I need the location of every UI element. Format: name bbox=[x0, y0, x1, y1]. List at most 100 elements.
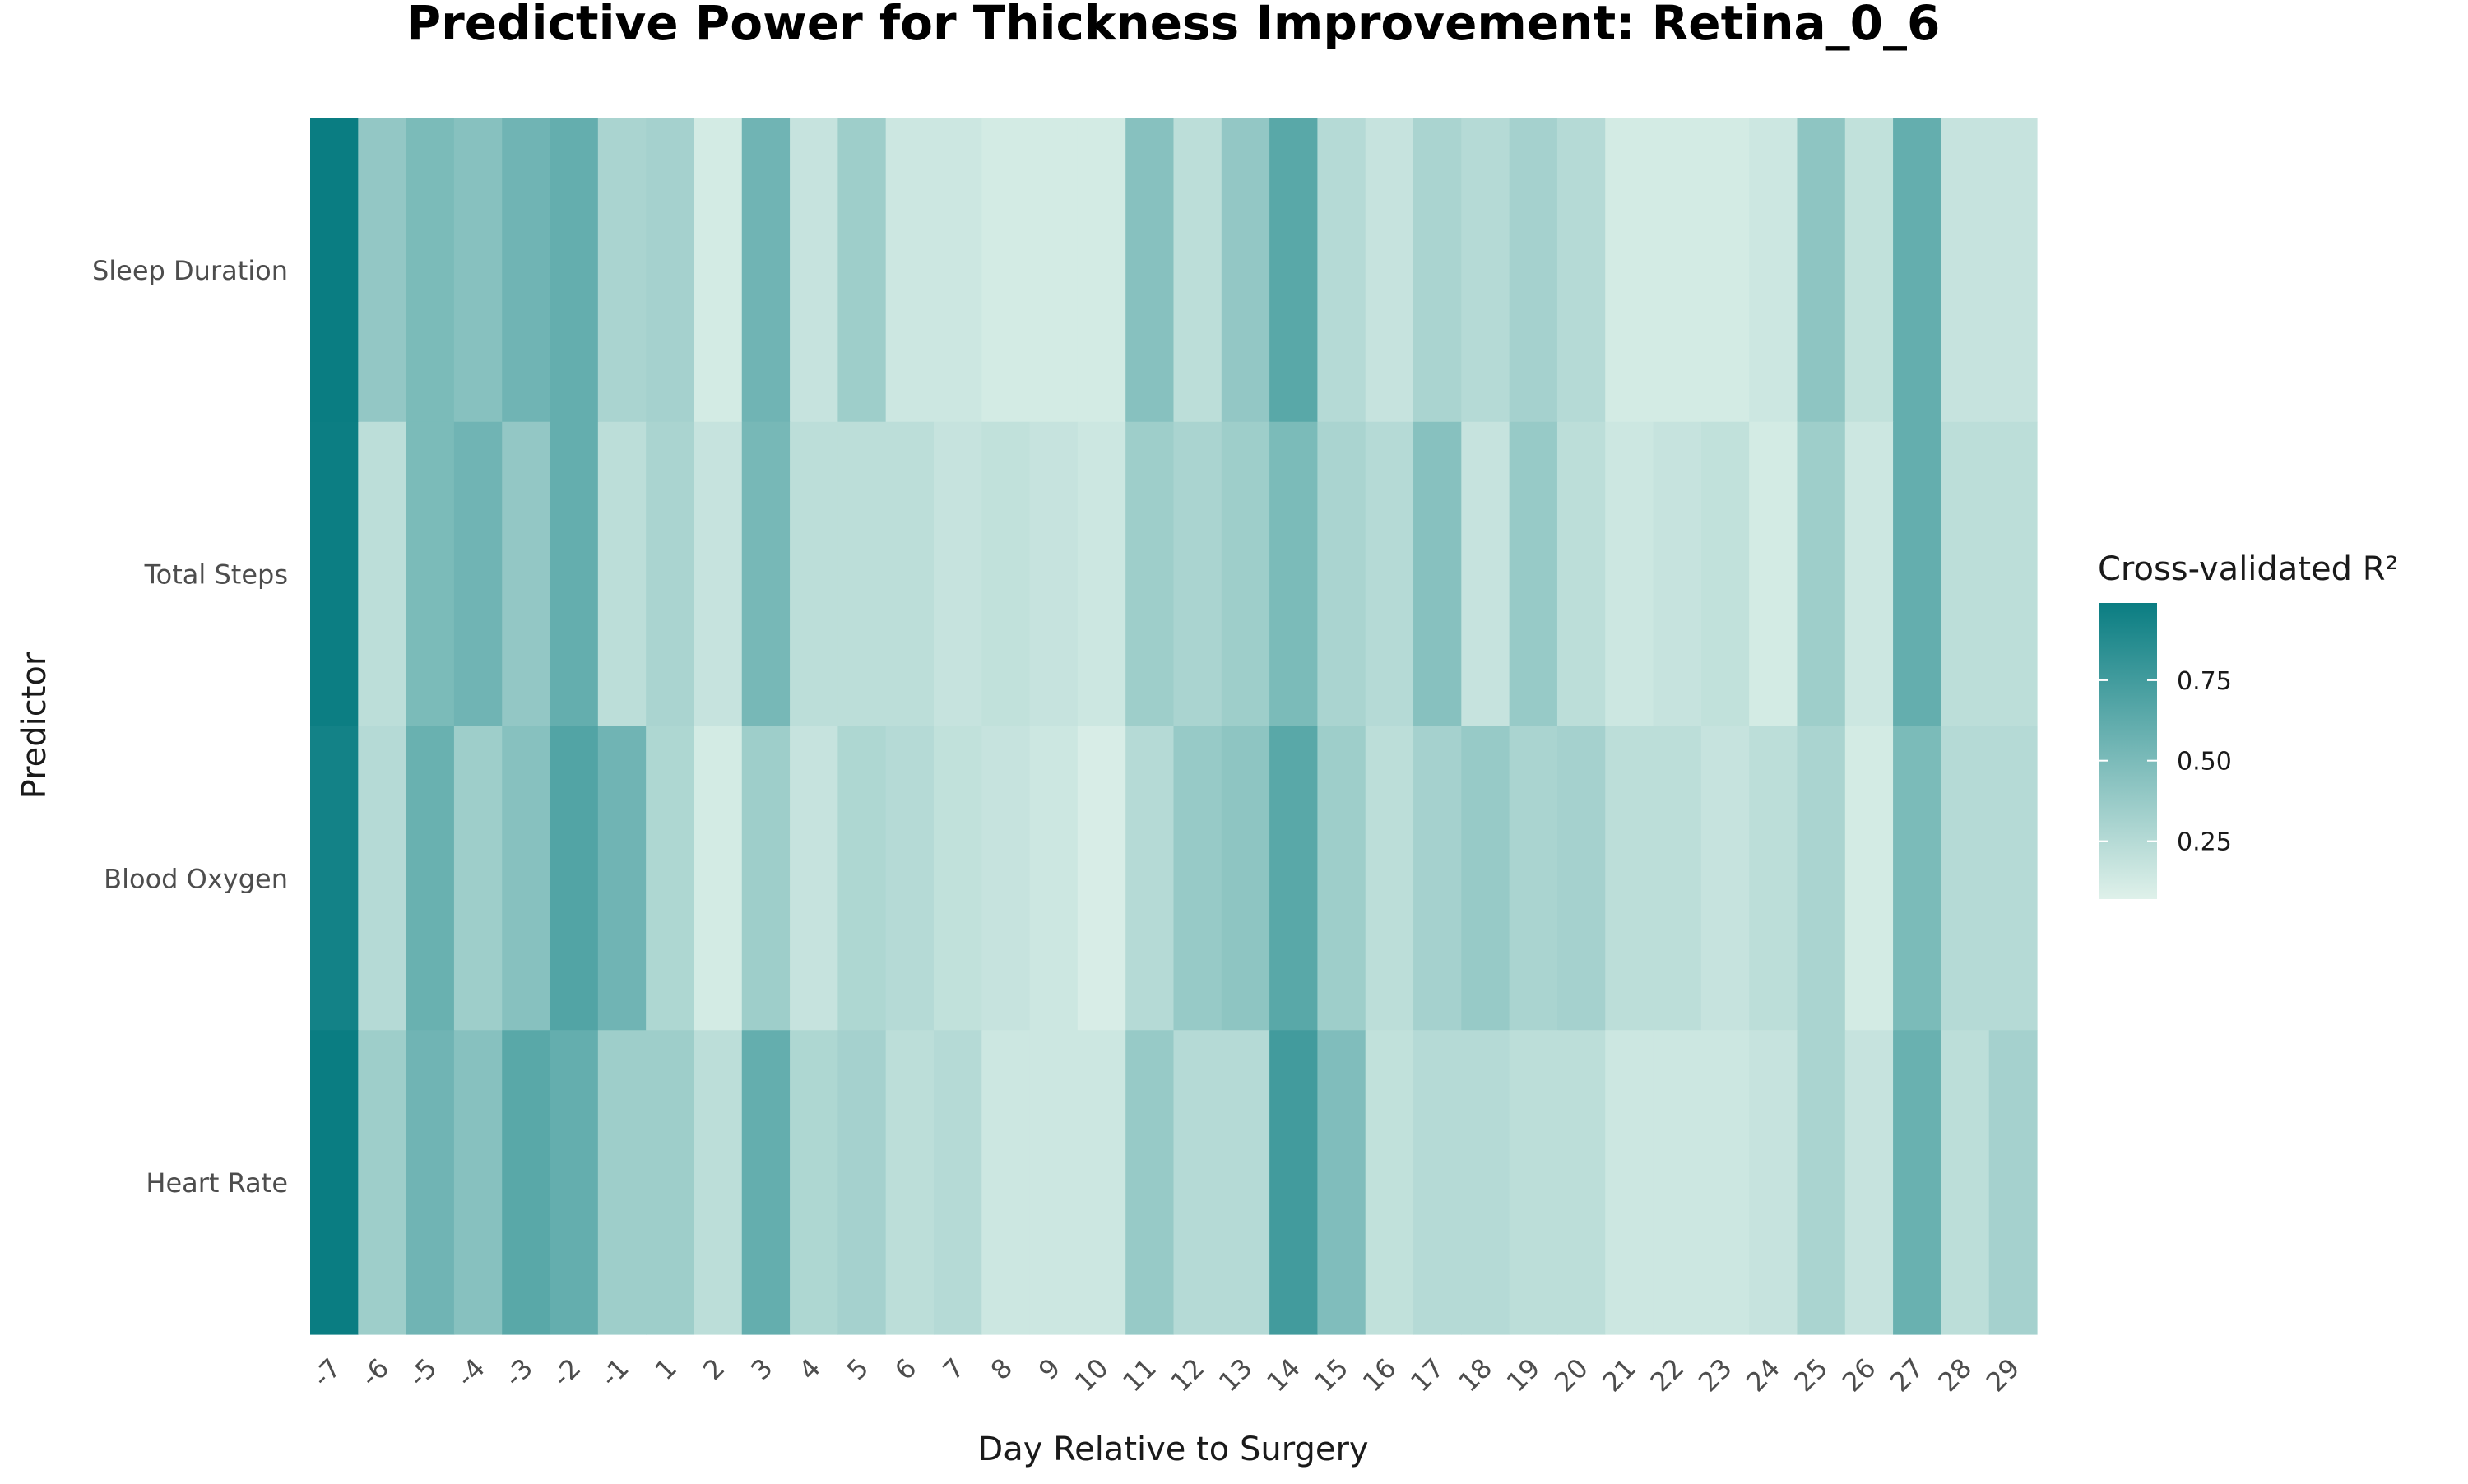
y-tick-label: Total Steps bbox=[144, 559, 288, 591]
heatmap-cell bbox=[550, 726, 599, 1031]
heatmap-cell bbox=[1077, 1030, 1126, 1335]
heatmap-cell bbox=[1797, 118, 1846, 423]
heatmap-cell bbox=[1893, 1030, 1941, 1335]
heatmap-cell bbox=[406, 1030, 455, 1335]
heatmap-cell bbox=[358, 421, 407, 727]
heatmap-cell bbox=[1413, 421, 1462, 727]
x-tick-label: -5 bbox=[402, 1352, 443, 1393]
x-tick-label: 1 bbox=[649, 1352, 683, 1386]
heatmap-cell bbox=[1221, 726, 1270, 1031]
heatmap-cell bbox=[790, 726, 838, 1031]
heatmap-cell bbox=[550, 421, 599, 727]
colorbar-tick-label: 0.75 bbox=[2177, 667, 2232, 696]
x-tick-label: 16 bbox=[1357, 1352, 1403, 1398]
x-axis-label: Day Relative to Surgery bbox=[977, 1431, 1368, 1468]
heatmap-cell bbox=[1749, 1030, 1798, 1335]
heatmap-cell bbox=[1077, 726, 1126, 1031]
x-tick-label: 14 bbox=[1260, 1352, 1306, 1398]
heatmap-cell bbox=[1893, 421, 1941, 727]
x-tick-label: 15 bbox=[1309, 1352, 1355, 1398]
x-tick-label: 29 bbox=[1980, 1352, 2026, 1398]
heatmap-cell bbox=[694, 1030, 743, 1335]
chart-title: Predictive Power for Thickness Improveme… bbox=[406, 0, 1941, 51]
x-tick-label: 11 bbox=[1116, 1352, 1162, 1398]
heatmap-cell bbox=[1077, 118, 1126, 423]
heatmap-cell bbox=[837, 1030, 887, 1335]
heatmap-cell bbox=[453, 726, 503, 1031]
heatmap-cell bbox=[502, 1030, 551, 1335]
heatmap-cell bbox=[1365, 421, 1414, 727]
x-tick-label: 22 bbox=[1645, 1352, 1691, 1398]
heatmap-cell bbox=[1605, 1030, 1654, 1335]
heatmap-cell bbox=[981, 726, 1031, 1031]
heatmap-cell bbox=[885, 726, 935, 1031]
heatmap-cell bbox=[310, 118, 359, 423]
heatmap-cell bbox=[310, 726, 359, 1031]
y-tick-label: Blood Oxygen bbox=[104, 863, 288, 894]
x-tick-label: -7 bbox=[306, 1352, 346, 1393]
heatmap-cell bbox=[453, 118, 503, 423]
heatmap-cell bbox=[1988, 1030, 2038, 1335]
heatmap-cells bbox=[310, 118, 2038, 1335]
heatmap-cell bbox=[1653, 726, 1702, 1031]
heatmap-cell bbox=[1988, 421, 2038, 727]
x-tick-label: -2 bbox=[546, 1352, 587, 1393]
heatmap-cell bbox=[933, 118, 982, 423]
x-tick-label: 5 bbox=[841, 1352, 874, 1386]
heatmap-cell bbox=[933, 726, 982, 1031]
heatmap-cell bbox=[1653, 1030, 1702, 1335]
heatmap-cell bbox=[1556, 726, 1606, 1031]
heatmap-cell bbox=[597, 726, 647, 1031]
heatmap-cell bbox=[837, 421, 887, 727]
heatmap-cell bbox=[1413, 726, 1462, 1031]
x-tick-labels: -7 -6 -5 -4 -3 -2 -1 1 2 3 4 5 6 7 8 9 10 11 12 13 14 15 16 17 1… bbox=[306, 1352, 2025, 1398]
heatmap-cell bbox=[1797, 1030, 1846, 1335]
heatmap-cell bbox=[1700, 726, 1750, 1031]
x-tick-label: 27 bbox=[1884, 1352, 1930, 1398]
heatmap-cell bbox=[1173, 421, 1222, 727]
heatmap-cell bbox=[1556, 1030, 1606, 1335]
heatmap-cell bbox=[646, 726, 695, 1031]
x-tick-label: 8 bbox=[985, 1352, 1018, 1386]
heatmap-cell bbox=[1653, 118, 1702, 423]
heatmap-cell bbox=[1173, 726, 1222, 1031]
heatmap-cell bbox=[1941, 1030, 1990, 1335]
heatmap-cell bbox=[1844, 726, 1894, 1031]
heatmap-cell bbox=[1029, 726, 1079, 1031]
x-tick-label: 21 bbox=[1596, 1352, 1642, 1398]
heatmap-cell bbox=[1461, 118, 1510, 423]
heatmap-cell bbox=[1700, 118, 1750, 423]
heatmap-cell bbox=[981, 118, 1031, 423]
x-tick-label: 9 bbox=[1032, 1352, 1066, 1386]
colorbar: Cross-validated R² 0.25 0.50 0.75 bbox=[2098, 550, 2399, 899]
heatmap-cell bbox=[1844, 421, 1894, 727]
heatmap-cell bbox=[1125, 118, 1175, 423]
heatmap-cell bbox=[1029, 118, 1079, 423]
heatmap-cell bbox=[597, 1030, 647, 1335]
heatmap-cell bbox=[1317, 421, 1366, 727]
heatmap-cell bbox=[741, 118, 791, 423]
heatmap-cell bbox=[1941, 726, 1990, 1031]
heatmap-cell bbox=[1509, 726, 1558, 1031]
heatmap-cell bbox=[646, 421, 695, 727]
heatmap-cell bbox=[694, 421, 743, 727]
heatmap-cell bbox=[1077, 421, 1126, 727]
heatmap-cell bbox=[502, 726, 551, 1031]
y-tick-label: Heart Rate bbox=[146, 1167, 288, 1199]
heatmap-cell bbox=[837, 726, 887, 1031]
heatmap-cell bbox=[1700, 421, 1750, 727]
x-tick-label: 2 bbox=[697, 1352, 731, 1386]
heatmap-cell bbox=[1509, 421, 1558, 727]
x-tick-label: 25 bbox=[1788, 1352, 1835, 1398]
x-tick-label: 10 bbox=[1069, 1352, 1115, 1398]
heatmap-cell bbox=[502, 118, 551, 423]
x-tick-label: -1 bbox=[594, 1352, 634, 1393]
heatmap-cell bbox=[1893, 118, 1941, 423]
heatmap-cell bbox=[885, 118, 935, 423]
heatmap-cell bbox=[1413, 1030, 1462, 1335]
x-tick-label: 7 bbox=[936, 1352, 970, 1386]
heatmap-cell bbox=[1461, 421, 1510, 727]
heatmap-cell bbox=[1509, 1030, 1558, 1335]
heatmap-cell bbox=[1988, 118, 2038, 423]
